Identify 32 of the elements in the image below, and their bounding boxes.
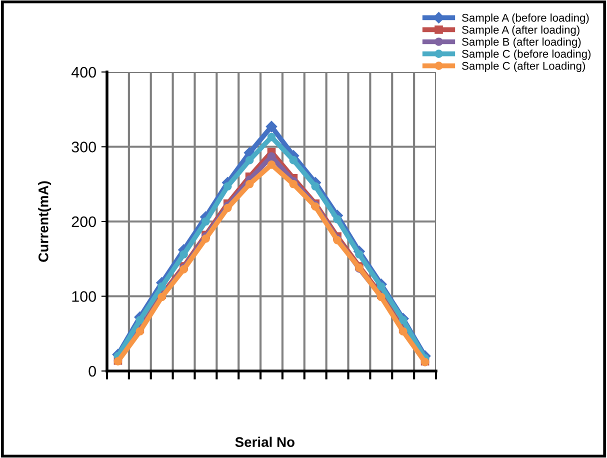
- point: [202, 234, 210, 243]
- point: [245, 156, 254, 164]
- point: [289, 180, 298, 188]
- y-tick-label: 300: [72, 142, 96, 152]
- legend-label: Sample A (after loading): [462, 26, 580, 36]
- y-tick-label: 200: [72, 216, 96, 228]
- point: [223, 182, 232, 191]
- point: [202, 217, 210, 226]
- point: [355, 250, 364, 259]
- x-axis-title: Serial No: [235, 436, 294, 447]
- point: [311, 182, 320, 191]
- y-axis-title: Current(mA): [38, 181, 52, 262]
- point: [289, 156, 298, 164]
- point: [245, 180, 254, 188]
- point: [136, 316, 144, 324]
- point: [333, 215, 342, 224]
- legend-label: Sample B (after loading): [462, 38, 581, 48]
- legend-label: Sample A (before loading): [462, 14, 589, 24]
- y-tick-label: 0: [88, 366, 96, 377]
- y-tick-label: 100: [72, 291, 96, 302]
- point: [158, 282, 166, 291]
- y-tick-label: 400: [71, 66, 96, 78]
- point: [266, 120, 278, 132]
- point: [377, 282, 386, 291]
- point: [398, 316, 408, 324]
- point: [267, 152, 276, 161]
- point: [180, 250, 188, 259]
- point: [223, 204, 232, 212]
- point: [267, 132, 276, 142]
- legend-label: Sample C (before loading): [462, 50, 591, 60]
- legend-label: Sample C (after Loading): [462, 62, 585, 72]
- point: [267, 160, 276, 169]
